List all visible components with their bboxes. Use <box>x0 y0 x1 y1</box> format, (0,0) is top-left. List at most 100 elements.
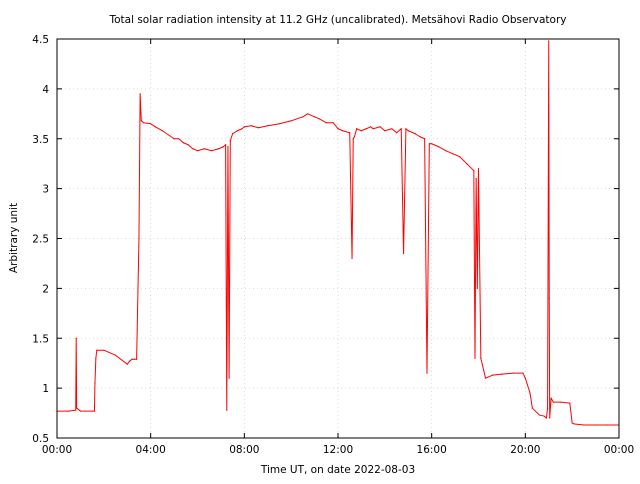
data-point <box>550 397 552 399</box>
x-tick-label: 04:00 <box>136 444 166 456</box>
data-point <box>484 377 487 379</box>
data-point <box>196 150 199 152</box>
data-point <box>93 410 96 412</box>
data-point <box>548 297 550 299</box>
data-point <box>474 357 476 359</box>
data-point <box>139 93 141 95</box>
data-point <box>75 337 77 339</box>
data-point <box>68 410 70 412</box>
data-point <box>325 122 327 124</box>
data-point <box>594 424 597 426</box>
data-point <box>426 372 428 374</box>
x-axis-label: Time UT, on date 2022-08-03 <box>260 464 415 476</box>
data-point <box>192 148 194 150</box>
y-tick-label: 1.5 <box>32 333 49 345</box>
data-point <box>351 257 353 260</box>
data-point <box>529 392 531 394</box>
data-point <box>473 170 475 172</box>
data-point <box>138 237 140 240</box>
data-point <box>243 126 245 128</box>
data-point <box>583 424 585 426</box>
x-tick-label: 16:00 <box>417 444 447 456</box>
data-point <box>356 128 358 130</box>
data-point <box>365 128 367 130</box>
grid-lines <box>57 39 619 438</box>
data-point <box>524 377 526 379</box>
data-point <box>236 130 238 132</box>
data-point <box>75 409 77 411</box>
data-point <box>424 138 426 140</box>
data-point <box>543 415 545 417</box>
data-point <box>257 127 259 129</box>
data-point <box>229 140 231 142</box>
data-point <box>475 178 477 180</box>
x-tick-label: 00:00 <box>42 444 72 456</box>
data-point <box>232 133 234 135</box>
data-point <box>549 417 551 419</box>
axis-ticks: 00:00 04:00 08:00 12:00 16:00 20:00 00:000.511… <box>32 34 634 456</box>
data-point <box>250 125 252 127</box>
data-series <box>56 40 620 426</box>
data-point <box>131 358 133 360</box>
y-tick-label: 2 <box>42 283 49 295</box>
data-point <box>370 126 372 128</box>
data-point <box>114 354 117 356</box>
data-point <box>103 349 105 351</box>
data-point <box>290 120 292 122</box>
x-tick-label: 12:00 <box>323 444 353 456</box>
data-point <box>353 136 355 138</box>
x-tick-label: 08:00 <box>229 444 259 456</box>
data-point <box>349 132 351 134</box>
data-point <box>459 156 461 158</box>
data-point <box>571 422 573 424</box>
data-point <box>513 372 515 374</box>
x-tick-label: 20:00 <box>510 444 540 456</box>
data-point <box>405 128 407 130</box>
data-point <box>569 402 571 404</box>
data-point <box>428 143 430 145</box>
data-point <box>438 146 440 148</box>
data-point <box>342 130 344 132</box>
data-point <box>559 401 562 403</box>
data-point <box>552 401 555 403</box>
data-point <box>414 133 416 135</box>
data-point <box>531 407 533 409</box>
data-point <box>226 409 228 411</box>
data-point <box>210 150 213 152</box>
data-point <box>352 138 354 140</box>
data-point <box>143 122 145 124</box>
data-point <box>241 128 243 130</box>
data-point <box>222 146 224 148</box>
plot-frame <box>56 38 620 439</box>
data-point <box>546 407 549 409</box>
data-point <box>402 252 405 255</box>
data-point <box>161 130 163 132</box>
data-point <box>407 130 409 132</box>
data-point <box>400 128 402 130</box>
data-point <box>228 377 230 379</box>
data-point <box>395 132 398 134</box>
data-point <box>306 113 309 115</box>
data-point <box>391 128 393 130</box>
data-point <box>225 144 227 146</box>
data-point <box>278 123 281 125</box>
data-point <box>477 168 480 170</box>
data-point <box>128 360 131 362</box>
data-point <box>360 130 363 132</box>
series-line <box>57 40 619 426</box>
data-point <box>126 363 128 365</box>
data-point <box>96 349 98 351</box>
data-point <box>491 374 494 376</box>
data-point <box>76 407 78 409</box>
data-point <box>203 148 206 150</box>
data-point <box>217 148 220 150</box>
data-point <box>384 130 386 132</box>
data-point <box>606 424 608 426</box>
y-tick-label: 4 <box>42 84 49 96</box>
data-point <box>95 357 97 359</box>
y-tick-label: 4.5 <box>32 34 49 46</box>
data-point <box>227 146 229 148</box>
data-point <box>466 163 468 165</box>
data-point <box>91 410 93 412</box>
